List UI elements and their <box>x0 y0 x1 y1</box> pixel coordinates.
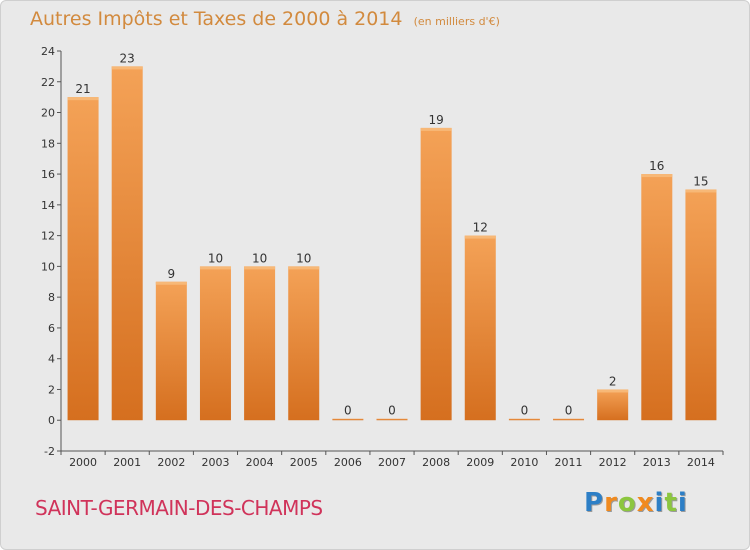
bar[interactable] <box>376 418 408 421</box>
bar-top-highlight <box>597 389 629 393</box>
data-label: 23 <box>120 51 135 65</box>
data-label: 10 <box>208 251 223 265</box>
bar-top-highlight <box>464 235 496 239</box>
x-axis: 2000 2001 2002 2003 2004 2005 2006 2007 2008 2009… <box>60 450 724 469</box>
bar[interactable] <box>111 66 143 421</box>
data-label: 2 <box>609 374 617 388</box>
x-tick-label: 2014 <box>687 456 715 469</box>
x-tick-label: 2003 <box>201 456 229 469</box>
bar-top-highlight <box>155 281 187 285</box>
y-tick-label: 24 <box>41 45 55 58</box>
y-tick-label: 14 <box>41 199 55 212</box>
x-tick-label: 2001 <box>113 456 141 469</box>
y-tick-label: 2 <box>48 383 55 396</box>
bar-top-highlight <box>244 266 276 270</box>
data-label: 15 <box>693 174 708 188</box>
bar[interactable] <box>244 266 276 421</box>
data-label: 19 <box>428 113 443 127</box>
x-tick-label: 2013 <box>643 456 671 469</box>
logo-letter: r <box>604 488 618 518</box>
x-tick-label: 2006 <box>334 456 362 469</box>
data-label: 16 <box>649 159 664 173</box>
logo-letter: i <box>677 488 688 518</box>
bar[interactable] <box>332 418 364 421</box>
commune-name: SAINT-GERMAIN-DES-CHAMPS <box>35 496 323 520</box>
logo-letter: P <box>584 488 605 518</box>
data-label: 0 <box>565 404 573 418</box>
logo-letter: i <box>654 488 665 518</box>
x-tick-label: 2000 <box>69 456 97 469</box>
y-tick-label: 18 <box>41 137 55 150</box>
x-tick-label: 2004 <box>246 456 274 469</box>
y-tick-label: 12 <box>41 230 55 243</box>
bar-top-highlight <box>67 97 99 101</box>
x-tick-label: 2005 <box>290 456 318 469</box>
bar-top-highlight <box>111 66 143 70</box>
bar[interactable] <box>685 189 717 421</box>
y-tick-label: 22 <box>41 76 55 89</box>
x-tick-label: 2002 <box>157 456 185 469</box>
data-label: 21 <box>75 82 90 96</box>
chart-title: Autres Impôts et Taxes de 2000 à 2014 <box>30 8 403 30</box>
data-labels: 21 23 9 10 10 10 0 0 19 12 0 0 2 16 15 <box>75 51 708 417</box>
data-label: 12 <box>473 221 488 235</box>
y-tick-label: 10 <box>41 260 55 273</box>
proxiti-logo[interactable]: Proxiti <box>584 488 688 518</box>
bar[interactable] <box>553 418 585 421</box>
y-tick-label: 20 <box>41 107 55 120</box>
x-tick-label: 2007 <box>378 456 406 469</box>
bar-top-highlight <box>420 127 452 131</box>
logo-letter: t <box>664 488 678 518</box>
bar-top-highlight <box>641 174 673 178</box>
bar[interactable] <box>199 266 231 421</box>
y-tick-label: 8 <box>48 291 55 304</box>
bar-top-highlight <box>685 189 717 193</box>
bars <box>67 66 717 421</box>
data-label: 0 <box>344 404 352 418</box>
y-tick-label: 4 <box>48 353 55 366</box>
bar[interactable] <box>464 235 496 421</box>
data-label: 0 <box>388 404 396 418</box>
bar-top-highlight <box>199 266 231 270</box>
x-tick-label: 2012 <box>599 456 627 469</box>
bar[interactable] <box>67 97 99 421</box>
x-tick-label: 2010 <box>510 456 538 469</box>
y-tick-label: -2 <box>44 445 55 458</box>
x-tick-label: 2009 <box>466 456 494 469</box>
x-tick-label: 2008 <box>422 456 450 469</box>
x-tick-label: 2011 <box>555 456 583 469</box>
data-label: 9 <box>168 267 176 281</box>
bar[interactable] <box>597 389 629 421</box>
bar[interactable] <box>420 127 452 421</box>
bar[interactable] <box>508 418 540 421</box>
y-tick-label: 0 <box>48 414 55 427</box>
data-label: 0 <box>521 404 529 418</box>
bar[interactable] <box>641 174 673 421</box>
data-label: 10 <box>296 251 311 265</box>
bar-top-highlight <box>288 266 320 270</box>
chart-unit: (en milliers d'€) <box>413 15 500 28</box>
bar[interactable] <box>155 281 187 421</box>
y-tick-label: 16 <box>41 168 55 181</box>
y-tick-label: 6 <box>48 322 55 335</box>
logo-letter: x <box>636 488 655 518</box>
data-label: 10 <box>252 251 267 265</box>
logo-letter: o <box>617 488 637 518</box>
bar[interactable] <box>288 266 320 421</box>
chart-header: Autres Impôts et Taxes de 2000 à 2014 (e… <box>30 8 500 30</box>
